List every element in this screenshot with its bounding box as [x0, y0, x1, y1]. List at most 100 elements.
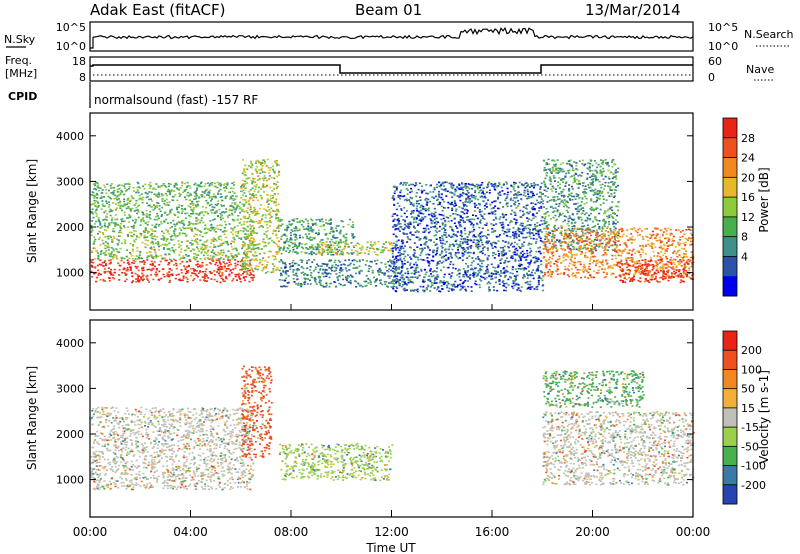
- data-cell: [519, 224, 522, 226]
- data-cell: [238, 277, 241, 279]
- data-cell: [392, 233, 395, 236]
- data-cell: [102, 279, 105, 281]
- data-cell: [225, 187, 228, 189]
- data-cell: [220, 196, 223, 198]
- data-cell: [180, 279, 183, 282]
- data-cell: [253, 276, 255, 278]
- data-cell: [335, 269, 338, 272]
- data-cell: [161, 230, 163, 233]
- data-cell: [190, 222, 193, 225]
- data-cell: [143, 236, 146, 239]
- data-cell: [198, 230, 201, 232]
- data-cell: [123, 203, 126, 206]
- data-cell: [127, 207, 130, 210]
- data-cell: [527, 195, 530, 198]
- data-cell: [330, 230, 332, 233]
- data-cell: [455, 239, 458, 242]
- data-cell: [409, 191, 412, 194]
- data-cell: [419, 196, 422, 198]
- data-cell: [230, 231, 233, 234]
- data-cell: [451, 196, 454, 198]
- data-cell: [252, 193, 255, 195]
- data-cell: [494, 213, 497, 216]
- noise-right-tick: 10^0: [708, 40, 738, 53]
- data-cell: [257, 175, 260, 177]
- data-cell: [138, 256, 140, 259]
- data-cell: [158, 263, 161, 266]
- data-cell: [325, 272, 328, 274]
- data-cell: [479, 222, 482, 224]
- data-cell: [420, 252, 423, 254]
- data-cell: [136, 236, 139, 238]
- data-cell: [221, 268, 224, 270]
- data-cell: [199, 185, 201, 188]
- data-cell: [522, 229, 525, 232]
- data-cell: [395, 280, 398, 283]
- data-cell: [267, 238, 270, 240]
- data-cell: [263, 245, 266, 248]
- data-cell: [246, 225, 249, 228]
- data-cell: [545, 212, 548, 214]
- data-cell: [444, 223, 447, 226]
- data-cell: [397, 280, 400, 282]
- data-cell: [132, 186, 135, 189]
- data-cell: [261, 177, 264, 180]
- data-cell: [131, 262, 134, 264]
- data-cell: [262, 268, 265, 270]
- data-cell: [411, 234, 414, 236]
- data-cell: [344, 236, 347, 239]
- data-cell: [246, 273, 249, 275]
- data-cell: [527, 286, 530, 289]
- data-cell: [453, 244, 455, 246]
- data-cell: [252, 209, 255, 212]
- data-cell: [335, 230, 338, 232]
- data-cell: [207, 191, 210, 193]
- data-cell: [397, 221, 400, 224]
- data-cell: [246, 251, 249, 253]
- data-cell: [255, 265, 258, 267]
- data-cell: [453, 283, 456, 286]
- data-cell: [114, 254, 117, 257]
- data-cell: [518, 234, 520, 236]
- data-cell: [149, 251, 152, 254]
- data-region: [278, 259, 406, 288]
- data-cell: [438, 203, 441, 206]
- data-cell: [465, 197, 468, 200]
- data-cell: [277, 218, 280, 221]
- data-cell: [196, 187, 199, 189]
- data-cell: [236, 225, 239, 227]
- data-cell: [438, 185, 441, 187]
- data-cell: [337, 278, 340, 281]
- data-cell: [111, 209, 114, 212]
- data-cell: [505, 197, 508, 200]
- data-cell: [497, 271, 499, 273]
- data-cell: [318, 218, 321, 221]
- data-cell: [192, 210, 194, 213]
- data-cell: [121, 191, 124, 193]
- data-cell: [379, 279, 382, 281]
- data-cell: [510, 256, 513, 259]
- data-cell: [417, 256, 419, 259]
- data-cell: [148, 231, 151, 233]
- data-cell: [530, 250, 533, 252]
- data-cell: [309, 229, 312, 232]
- freq-left-tick: 18: [72, 55, 86, 68]
- data-cell: [465, 216, 468, 219]
- data-cell: [452, 230, 455, 232]
- data-cell: [541, 223, 544, 225]
- data-cell: [479, 260, 482, 262]
- data-cell: [111, 217, 114, 219]
- data-cell: [529, 254, 532, 257]
- data-cell: [416, 277, 419, 279]
- data-cell: [540, 263, 543, 266]
- data-cell: [451, 207, 454, 210]
- data-cell: [268, 175, 271, 177]
- data-cell: [133, 204, 136, 206]
- data-cell: [561, 212, 564, 215]
- data-cell: [432, 213, 435, 215]
- data-cell: [436, 276, 439, 278]
- data-cell: [381, 251, 384, 254]
- data-cell: [171, 234, 174, 237]
- data-cell: [151, 237, 154, 240]
- data-cell: [356, 250, 359, 253]
